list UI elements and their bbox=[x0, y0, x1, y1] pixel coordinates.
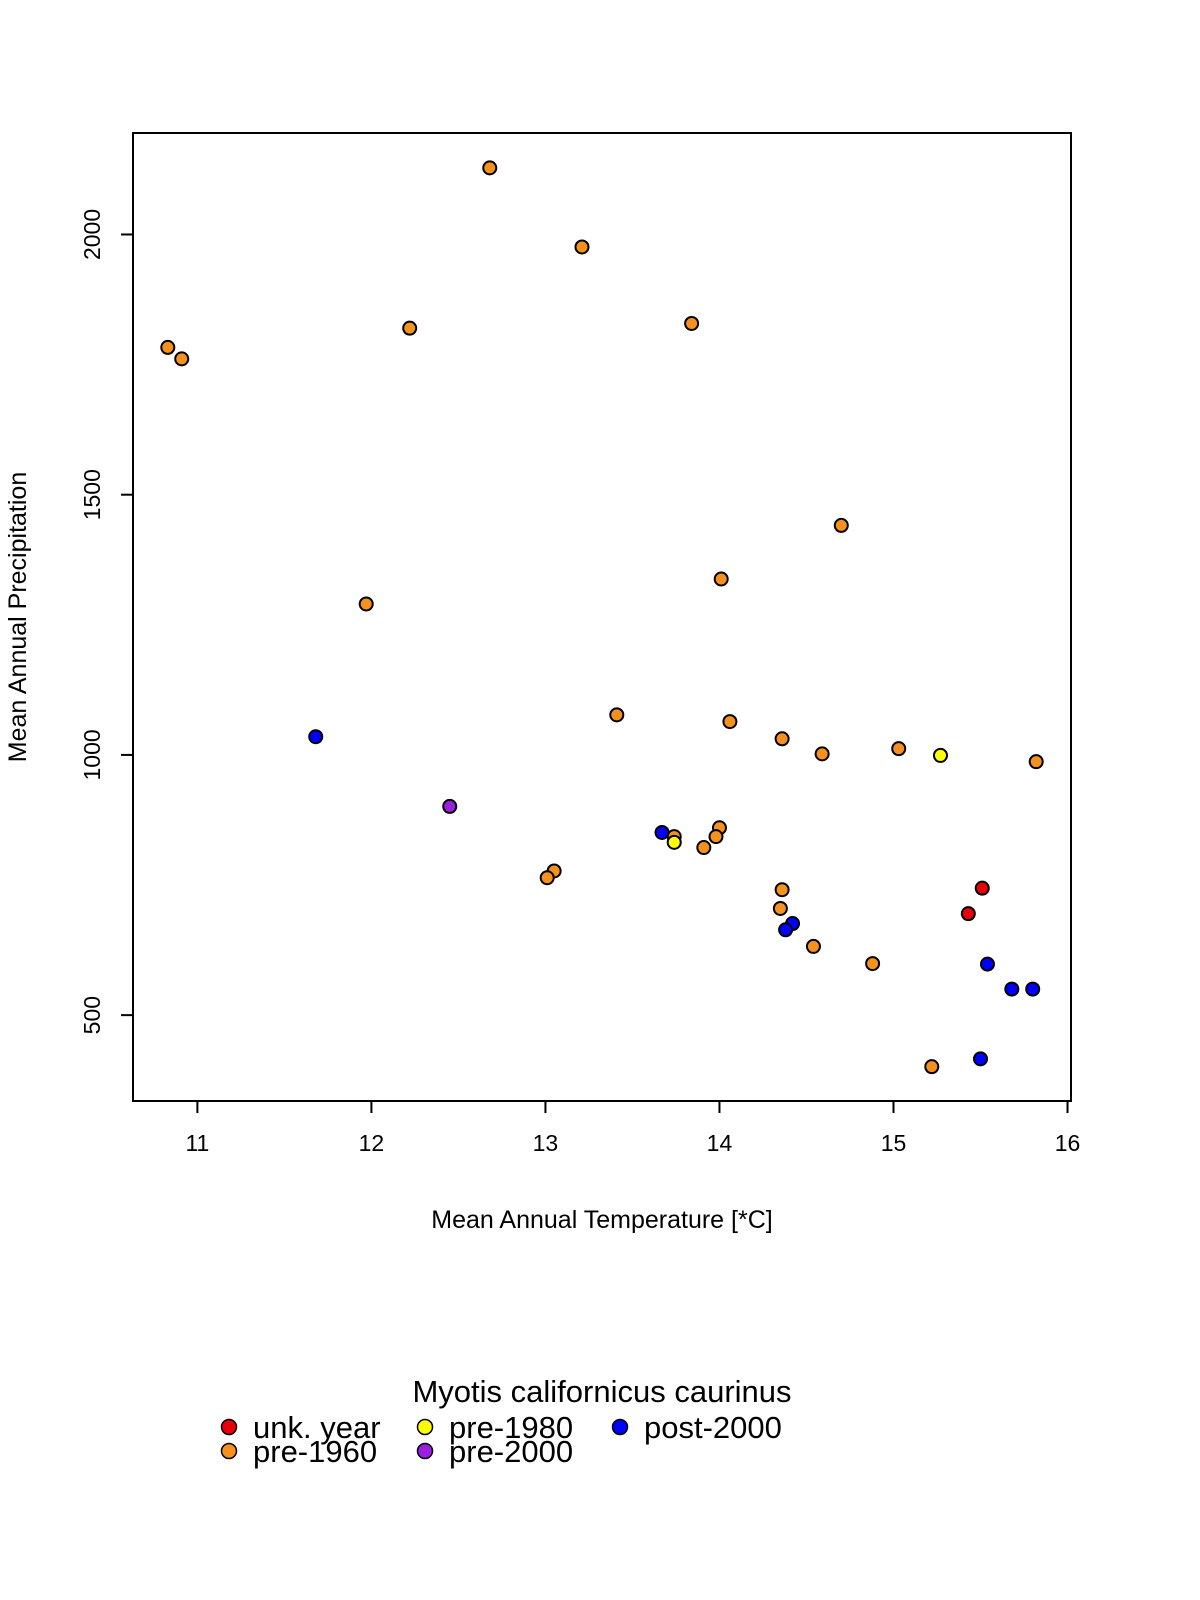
x-tick-label: 13 bbox=[533, 1130, 559, 1156]
data-point-unk-year bbox=[974, 880, 990, 896]
data-point-pre-1960 bbox=[891, 741, 907, 757]
data-point-pre-1960 bbox=[174, 351, 190, 367]
data-point-pre-1960 bbox=[814, 746, 830, 762]
data-point-unk-year bbox=[960, 906, 976, 922]
y-axis-title: Mean Annual Precipitation bbox=[4, 472, 32, 762]
plot-box bbox=[132, 132, 1072, 1102]
data-point-pre-1980 bbox=[666, 834, 682, 850]
legend-marker-pre-1980 bbox=[416, 1418, 434, 1436]
data-point-pre-1960 bbox=[539, 870, 555, 886]
data-point-post-2000 bbox=[1025, 981, 1041, 997]
data-point-post-2000 bbox=[308, 729, 324, 745]
legend-label-post-2000: post-2000 bbox=[644, 1410, 782, 1445]
data-point-post-2000 bbox=[979, 956, 995, 972]
x-tick-label: 16 bbox=[1055, 1130, 1081, 1156]
legend-label-pre-2000: pre-2000 bbox=[449, 1434, 573, 1469]
data-point-pre-1960 bbox=[574, 239, 590, 255]
legend-label-unk-year: unk. year bbox=[253, 1410, 381, 1445]
data-point-pre-2000 bbox=[442, 798, 458, 814]
data-point-post-2000 bbox=[1004, 981, 1020, 997]
x-tick-label: 15 bbox=[881, 1130, 907, 1156]
data-point-pre-1960 bbox=[713, 571, 729, 587]
data-point-pre-1960 bbox=[833, 517, 849, 533]
data-point-pre-1960 bbox=[865, 956, 881, 972]
data-point-post-2000 bbox=[973, 1051, 989, 1067]
legend-marker-pre-2000 bbox=[416, 1442, 434, 1460]
data-point-pre-1960 bbox=[924, 1059, 940, 1075]
data-point-pre-1960 bbox=[774, 882, 790, 898]
data-point-pre-1980 bbox=[932, 747, 948, 763]
data-point-pre-1960 bbox=[358, 596, 374, 612]
data-point-pre-1960 bbox=[402, 320, 418, 336]
x-tick-label: 14 bbox=[707, 1130, 733, 1156]
y-tick-label: 1000 bbox=[79, 729, 105, 780]
data-point-pre-1960 bbox=[482, 160, 498, 176]
legend-marker-post-2000 bbox=[611, 1418, 629, 1436]
data-point-pre-1960 bbox=[609, 707, 625, 723]
data-point-pre-1960 bbox=[684, 315, 700, 331]
y-tick-label: 500 bbox=[79, 996, 105, 1034]
x-tick-label: 12 bbox=[359, 1130, 385, 1156]
legend-marker-pre-1960 bbox=[220, 1442, 238, 1460]
legend-label-pre-1960: pre-1960 bbox=[253, 1434, 377, 1469]
data-point-pre-1960 bbox=[696, 840, 712, 856]
legend-label-pre-1980: pre-1980 bbox=[449, 1410, 573, 1445]
x-axis-title: Mean Annual Temperature [*C] bbox=[431, 1206, 772, 1234]
legend-title: Myotis californicus caurinus bbox=[412, 1374, 791, 1409]
y-tick-label: 2000 bbox=[79, 209, 105, 260]
data-point-pre-1960 bbox=[774, 731, 790, 747]
data-points bbox=[160, 160, 1044, 1075]
x-tick-label: 11 bbox=[185, 1130, 209, 1156]
data-point-pre-1960 bbox=[722, 714, 738, 730]
data-point-pre-1960 bbox=[805, 938, 821, 954]
data-point-pre-1960 bbox=[772, 900, 788, 916]
data-point-pre-1960 bbox=[708, 829, 724, 845]
data-point-post-2000 bbox=[778, 922, 794, 938]
y-axis: 500 1000 1500 2000 bbox=[79, 209, 134, 1034]
data-point-pre-1960 bbox=[160, 339, 176, 355]
data-point-post-2000 bbox=[654, 824, 670, 840]
data-point-pre-1960 bbox=[1028, 754, 1044, 770]
legend-marker-unk-year bbox=[220, 1418, 238, 1436]
x-axis: 11 12 13 14 15 16 bbox=[185, 1100, 1081, 1156]
y-tick-label: 1500 bbox=[79, 469, 105, 520]
